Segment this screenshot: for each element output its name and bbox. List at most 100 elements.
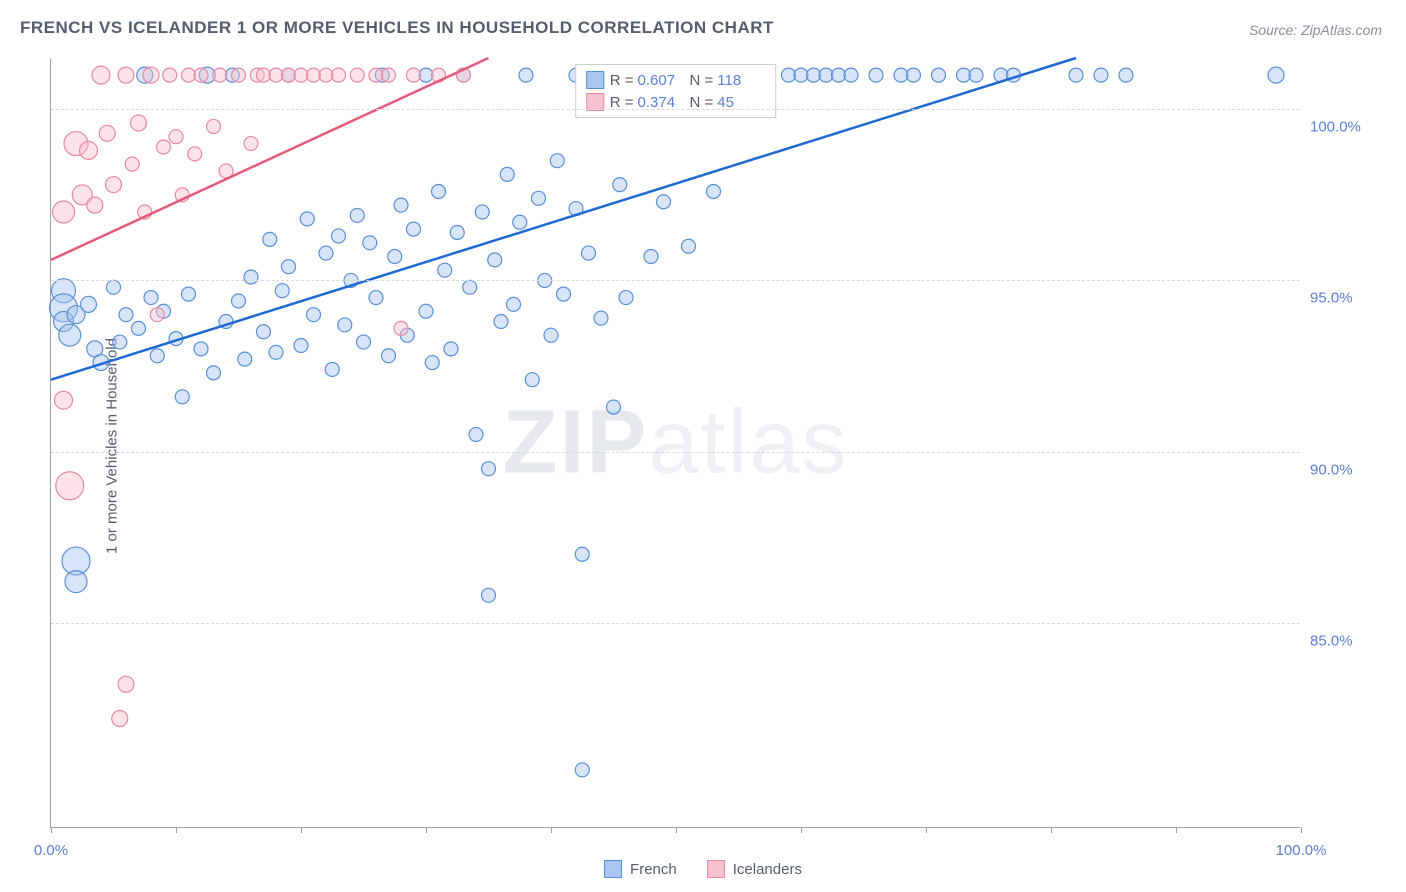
scatter-point [432, 184, 446, 198]
legend-text: R = 0.607N = 118 [610, 72, 766, 89]
scatter-point [244, 270, 258, 284]
scatter-point [269, 345, 283, 359]
scatter-point [59, 324, 81, 346]
scatter-point [594, 311, 608, 325]
scatter-point [357, 335, 371, 349]
scatter-point [269, 68, 283, 82]
x-tick [801, 827, 802, 833]
scatter-point [582, 246, 596, 260]
scatter-point [494, 315, 508, 329]
scatter-point [369, 68, 383, 82]
scatter-point [657, 195, 671, 209]
scatter-point [282, 260, 296, 274]
scatter-point [207, 119, 221, 133]
scatter-point [106, 177, 122, 193]
scatter-point [557, 287, 571, 301]
scatter-point [65, 571, 87, 593]
gridline [51, 452, 1300, 453]
scatter-point [607, 400, 621, 414]
scatter-point [112, 710, 128, 726]
x-tick [676, 827, 677, 833]
scatter-point [169, 130, 183, 144]
scatter-point [707, 184, 721, 198]
gridline [51, 280, 1300, 281]
scatter-point [182, 68, 196, 82]
scatter-point [488, 253, 502, 267]
bottom-legend: French Icelanders [604, 860, 802, 878]
scatter-point [257, 68, 271, 82]
legend-label: French [630, 861, 677, 878]
scatter-point [482, 588, 496, 602]
scatter-point [388, 249, 402, 263]
scatter-point [319, 68, 333, 82]
x-tick-label-min: 0.0% [34, 842, 68, 859]
scatter-point [425, 356, 439, 370]
chart-title: FRENCH VS ICELANDER 1 OR MORE VEHICLES I… [20, 18, 774, 38]
scatter-point [513, 215, 527, 229]
scatter-point [53, 201, 75, 223]
scatter-point [382, 349, 396, 363]
scatter-point [350, 68, 364, 82]
scatter-point [92, 66, 110, 84]
scatter-point [1069, 68, 1083, 82]
x-tick [1051, 827, 1052, 833]
scatter-point [475, 205, 489, 219]
scatter-point [525, 373, 539, 387]
scatter-point [132, 321, 146, 335]
scatter-point [613, 178, 627, 192]
scatter-point [519, 68, 533, 82]
scatter-point [300, 212, 314, 226]
scatter-point [263, 232, 277, 246]
x-tick [426, 827, 427, 833]
scatter-point [213, 68, 227, 82]
trend-line [51, 58, 489, 260]
scatter-point [844, 68, 858, 82]
bottom-legend-item: French [604, 860, 677, 878]
scatter-point [118, 67, 134, 83]
scatter-point [407, 222, 421, 236]
legend-row: R = 0.607N = 118 [586, 69, 766, 91]
scatter-point [500, 167, 514, 181]
scatter-point [87, 197, 103, 213]
legend-swatch [707, 860, 725, 878]
scatter-point [113, 335, 127, 349]
scatter-point [350, 208, 364, 222]
gridline [51, 109, 1300, 110]
x-tick [551, 827, 552, 833]
scatter-point [907, 68, 921, 82]
x-tick [1176, 827, 1177, 833]
scatter-point [238, 352, 252, 366]
scatter-point [118, 676, 134, 692]
scatter-point [55, 391, 73, 409]
scatter-point [125, 157, 139, 171]
scatter-point [332, 229, 346, 243]
scatter-point [575, 547, 589, 561]
scatter-point [207, 366, 221, 380]
scatter-point [182, 287, 196, 301]
scatter-point [80, 141, 98, 159]
legend-swatch [586, 93, 604, 111]
scatter-point [419, 68, 433, 82]
scatter-point [157, 140, 171, 154]
scatter-point [332, 68, 346, 82]
scatter-point [575, 763, 589, 777]
scatter-point [99, 125, 115, 141]
scatter-point [394, 321, 408, 335]
y-tick-label: 85.0% [1310, 632, 1370, 649]
scatter-point [307, 308, 321, 322]
x-tick-label-max: 100.0% [1276, 842, 1327, 859]
chart-svg [51, 58, 1300, 827]
scatter-point [363, 236, 377, 250]
x-tick [176, 827, 177, 833]
scatter-point [532, 191, 546, 205]
scatter-point [188, 147, 202, 161]
scatter-point [463, 280, 477, 294]
y-tick-label: 95.0% [1310, 290, 1370, 307]
legend-swatch [604, 860, 622, 878]
legend-label: Icelanders [733, 861, 802, 878]
scatter-point [150, 308, 164, 322]
scatter-point [194, 342, 208, 356]
scatter-point [1119, 68, 1133, 82]
scatter-point [232, 294, 246, 308]
plot-area: ZIPatlas R = 0.607N = 118R = 0.374N = 45… [50, 58, 1300, 828]
